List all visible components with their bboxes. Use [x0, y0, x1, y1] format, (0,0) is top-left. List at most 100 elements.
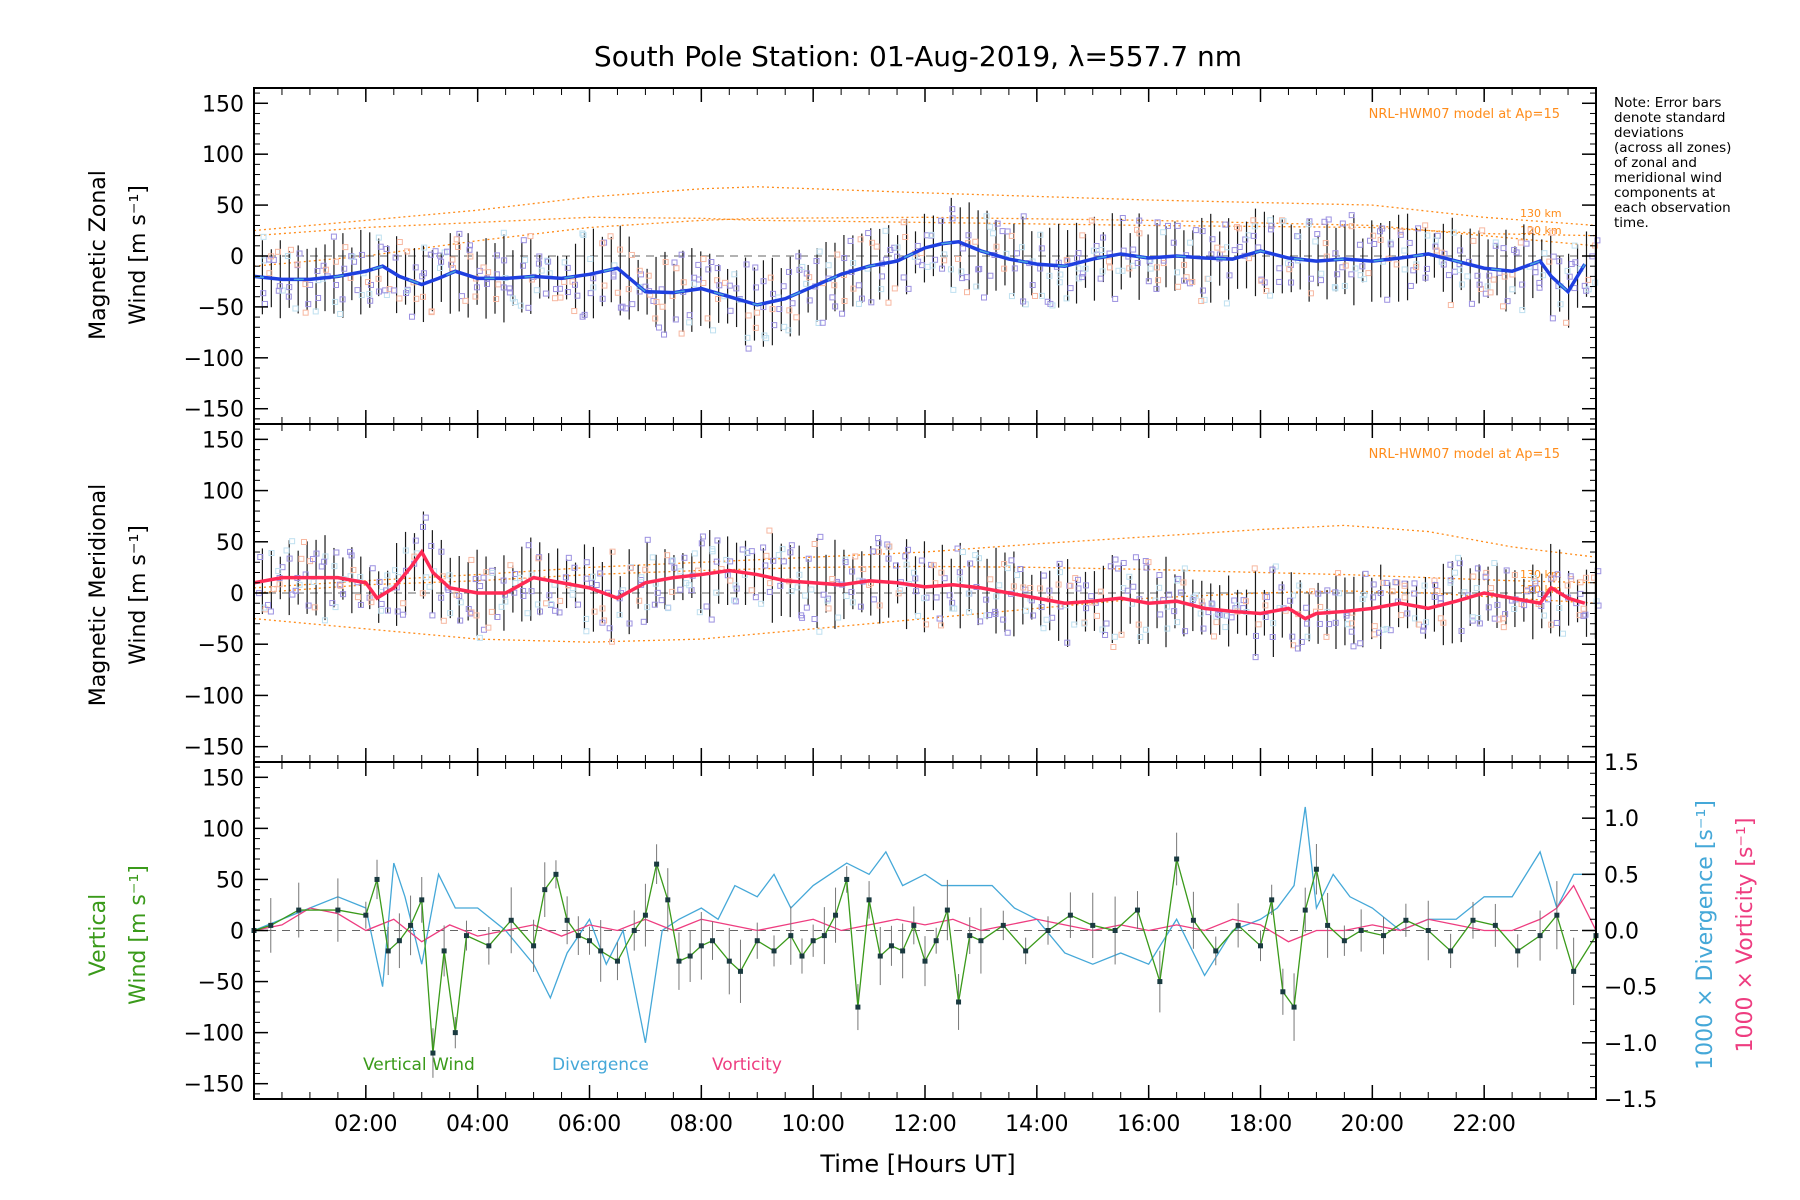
wind-sample	[552, 607, 559, 614]
wind-sample	[839, 310, 846, 317]
wind-sample	[994, 220, 1001, 227]
wind-sample	[1422, 222, 1429, 229]
wind-sample	[1476, 281, 1483, 288]
wind-sample	[1014, 250, 1021, 257]
wind-sample	[1341, 282, 1348, 289]
wind-sample	[855, 282, 862, 289]
wind-sample	[1469, 617, 1476, 624]
wind-sample	[455, 243, 462, 250]
wind-sample	[1037, 585, 1044, 592]
wind-sample	[1359, 263, 1366, 270]
wind-sample	[404, 248, 411, 255]
wind-sample	[1496, 616, 1503, 623]
wind-sample	[645, 272, 652, 279]
vertical-ylabel-line1: Vertical	[86, 894, 111, 976]
wind-sample	[1517, 239, 1524, 246]
y-tick-label: 50	[216, 194, 244, 219]
wind-sample	[1377, 236, 1384, 243]
wind-sample	[473, 612, 480, 619]
wind-sample	[1261, 279, 1268, 286]
wind-sample	[1200, 625, 1207, 632]
wind-sample	[1250, 217, 1257, 224]
wind-sample	[1527, 227, 1534, 234]
wind-sample	[1198, 298, 1205, 305]
wind-sample	[1413, 264, 1420, 271]
vertical-wind-point	[614, 958, 620, 964]
wind-sample	[392, 567, 399, 574]
wind-sample	[1415, 621, 1422, 628]
vertical-wind-point	[1291, 1004, 1297, 1010]
vertical-wind-point	[900, 948, 906, 954]
wind-sample	[260, 233, 267, 240]
wind-sample	[1136, 217, 1143, 224]
wind-sample	[384, 572, 391, 579]
wind-sample	[1267, 217, 1274, 224]
vertical-wind-point	[587, 938, 592, 944]
wind-sample	[396, 239, 403, 246]
vertical-wind-point	[452, 1030, 458, 1036]
vertical-wind-point	[676, 958, 682, 964]
wind-sample	[1559, 630, 1566, 637]
wind-sample	[480, 264, 487, 271]
wind-sample	[1314, 231, 1321, 238]
wind-sample	[1456, 267, 1463, 274]
wind-sample	[287, 246, 294, 253]
wind-sample	[655, 324, 662, 331]
wind-sample	[1491, 560, 1498, 567]
wind-sample	[1379, 579, 1386, 586]
wind-sample	[956, 576, 963, 583]
wind-sample	[831, 282, 838, 289]
wind-sample	[358, 292, 365, 299]
wind-sample	[1213, 613, 1220, 620]
vertical-wind-point	[441, 948, 447, 954]
wind-sample	[1130, 246, 1137, 253]
wind-sample	[780, 558, 787, 565]
wind-sample	[1361, 591, 1368, 598]
wind-sample	[987, 272, 994, 279]
wind-sample	[574, 292, 581, 299]
wind-sample	[780, 283, 787, 290]
wind-sample	[610, 271, 617, 278]
wind-sample	[1251, 565, 1258, 572]
wind-sample	[1088, 593, 1095, 600]
wind-sample	[1126, 573, 1133, 580]
wind-sample	[1143, 564, 1150, 571]
wind-sample	[453, 236, 460, 243]
wind-sample	[571, 564, 578, 571]
wind-sample	[1317, 603, 1324, 610]
wind-sample	[1412, 615, 1419, 622]
wind-sample	[480, 574, 487, 581]
wind-sample	[767, 580, 774, 587]
wind-sample	[354, 287, 361, 294]
wind-sample	[1004, 228, 1011, 235]
wind-sample	[1124, 587, 1131, 594]
wind-sample	[710, 327, 717, 334]
wind-sample	[1321, 218, 1328, 225]
wind-sample	[546, 270, 553, 277]
wind-sample	[1421, 582, 1428, 589]
vertical-wind-point	[542, 887, 548, 893]
wind-sample	[296, 250, 303, 257]
wind-sample	[457, 599, 464, 606]
wind-sample	[1304, 620, 1311, 627]
vertical-wind-point	[978, 938, 984, 944]
wind-sample	[954, 255, 961, 262]
wind-sample	[337, 310, 344, 317]
vertical-wind-point	[363, 912, 369, 918]
vertical-wind-point	[710, 938, 716, 944]
wind-sample	[536, 554, 543, 561]
wind-sample	[748, 548, 755, 555]
wind-sample	[1376, 629, 1383, 636]
vertical-wind-point	[486, 943, 492, 949]
wind-sample	[1099, 268, 1106, 275]
wind-sample	[1492, 239, 1499, 246]
wind-sample	[556, 609, 563, 616]
wind-sample	[1234, 224, 1241, 231]
wind-sample	[1485, 604, 1492, 611]
wind-sample	[799, 263, 806, 270]
wind-sample	[341, 265, 348, 272]
wind-sample	[377, 243, 384, 250]
wind-sample	[992, 610, 999, 617]
wind-sample	[1536, 279, 1543, 286]
wind-sample	[1356, 241, 1363, 248]
